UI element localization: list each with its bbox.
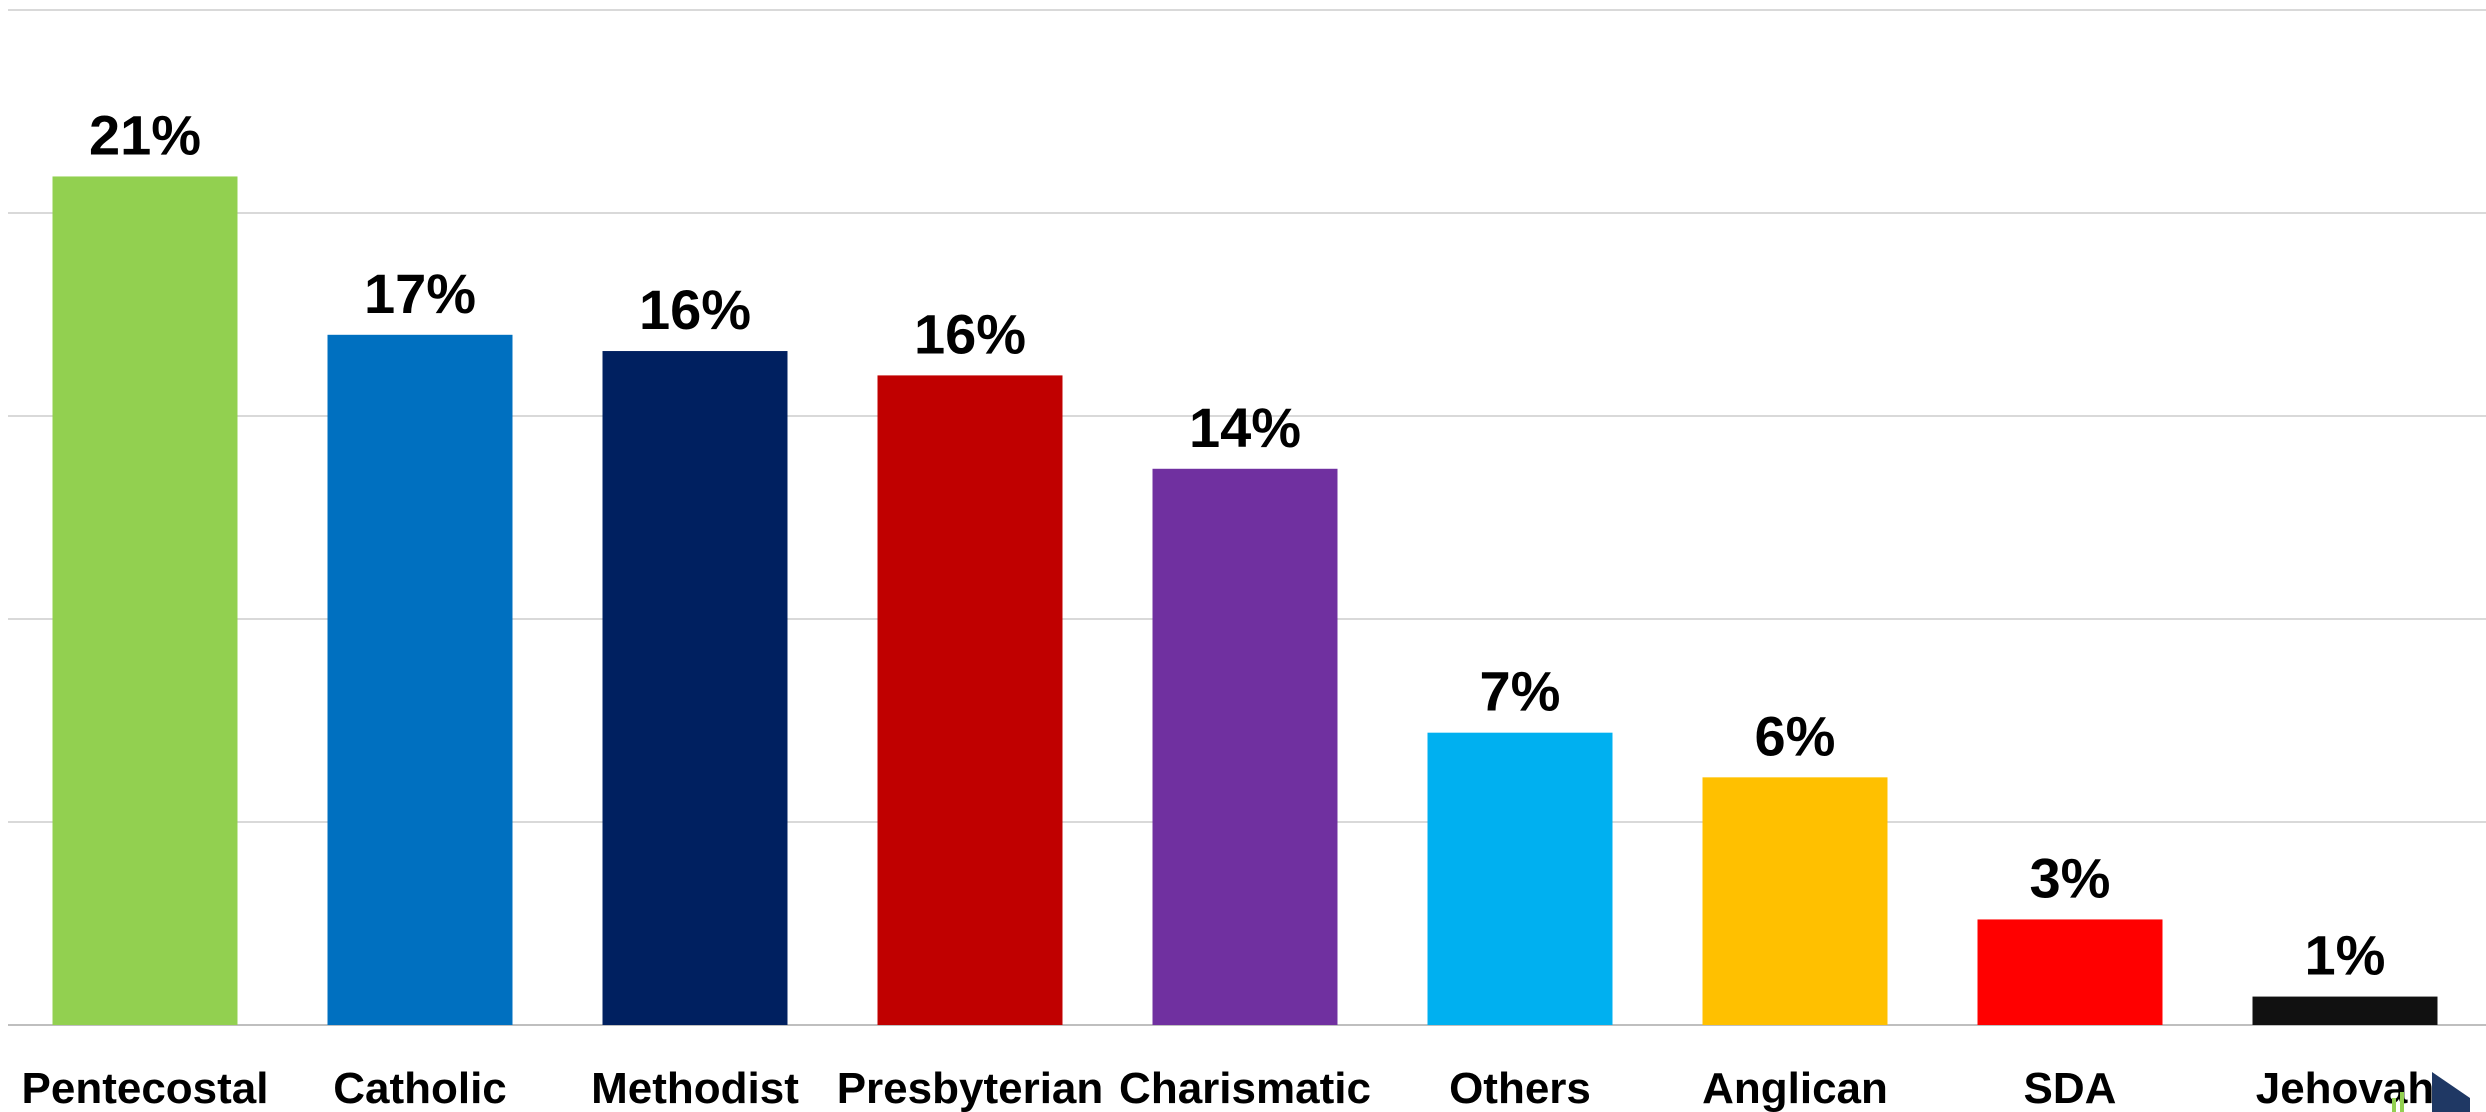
data-label-charismatic: 14%: [1189, 396, 1301, 459]
data-label-methodist: 16%: [639, 278, 751, 341]
category-label-methodist: Methodist: [591, 1064, 799, 1112]
bars: [52, 176, 2438, 1025]
category-label-sda: SDA: [2024, 1064, 2117, 1112]
data-labels: 21% 17% 16% 16% 14% 7% 6% 3% 1%: [89, 103, 2386, 986]
bar-catholic: [327, 334, 513, 1025]
category-label-catholic: Catholic: [333, 1064, 507, 1112]
category-label-charismatic: Charismatic: [1119, 1064, 1371, 1112]
data-label-presbyterian: 16%: [914, 302, 1026, 365]
category-label-jehovah: Jehovah: [2256, 1064, 2435, 1112]
bar-presbyterian: [877, 375, 1063, 1025]
data-label-others: 7%: [1480, 660, 1561, 723]
bar-charismatic: [1152, 468, 1338, 1025]
bar-others: [1427, 732, 1613, 1025]
data-label-sda: 3%: [2030, 846, 2111, 909]
category-label-pentecostal: Pentecostal: [22, 1064, 269, 1112]
category-labels: Pentecostal Catholic Methodist Presbyterian…: [22, 1064, 2435, 1112]
bar-anglican: [1702, 777, 1888, 1025]
category-label-presbyterian: Presbyterian: [837, 1064, 1104, 1112]
play-arrow-icon[interactable]: [2392, 1072, 2470, 1112]
data-label-anglican: 6%: [1755, 704, 1836, 767]
data-label-jehovah: 1%: [2305, 924, 2386, 987]
data-label-pentecostal: 21%: [89, 103, 201, 166]
bar-pentecostal: [52, 176, 238, 1025]
data-label-catholic: 17%: [364, 262, 476, 325]
bar-sda: [1977, 919, 2163, 1025]
bar-jehovah: [2252, 996, 2438, 1025]
category-label-anglican: Anglican: [1702, 1064, 1888, 1112]
bar-methodist: [602, 351, 788, 1025]
category-label-others: Others: [1449, 1064, 1591, 1112]
